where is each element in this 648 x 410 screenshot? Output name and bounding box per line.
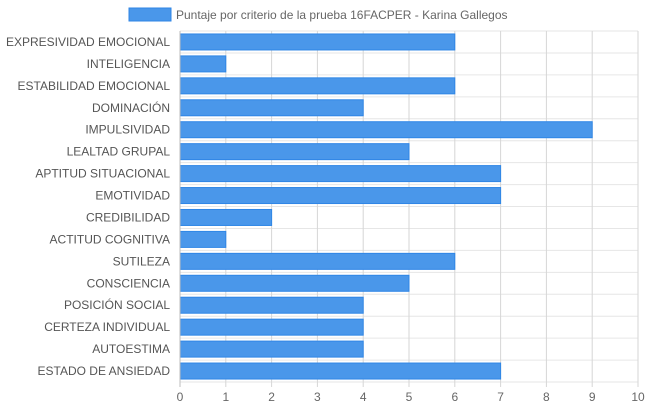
category-label: CONSCIENCIA (87, 276, 170, 290)
x-tick-labels: 0 1 2 3 4 5 6 7 8 9 10 (177, 390, 645, 404)
category-label: POSICIÓN SOCIAL (64, 297, 170, 312)
x-tick-label: 5 (406, 390, 413, 404)
bar[interactable] (179, 296, 364, 314)
x-tick-label: 7 (497, 390, 504, 404)
legend-swatch (128, 7, 172, 22)
x-tick-label: 0 (177, 390, 184, 404)
x-tick-label: 6 (451, 390, 458, 404)
category-label: DOMINACIÓN (92, 100, 170, 115)
bar[interactable] (179, 77, 456, 95)
bar[interactable] (179, 187, 502, 205)
legend-label: Puntaje por criterio de la prueba 16FACP… (176, 8, 508, 22)
bar[interactable] (179, 55, 227, 73)
category-labels: EXPRESIVIDAD EMOCIONAL INTELIGENCIA ESTABI… (6, 35, 170, 378)
category-label: AUTOESTIMA (92, 342, 170, 356)
category-label: INTELIGENCIA (87, 57, 170, 71)
bar[interactable] (179, 143, 410, 161)
bar[interactable] (179, 362, 502, 380)
x-tick-label: 8 (543, 390, 550, 404)
category-label: ESTADO DE ANSIEDAD (38, 364, 171, 378)
x-tick-label: 3 (314, 390, 321, 404)
bar[interactable] (179, 99, 364, 117)
x-tick-label: 2 (268, 390, 275, 404)
category-label: EXPRESIVIDAD EMOCIONAL (6, 35, 170, 49)
bar[interactable] (179, 208, 273, 226)
category-label: ACTITUD COGNITIVA (50, 232, 170, 246)
bar[interactable] (179, 121, 593, 139)
bars (179, 33, 593, 380)
category-label: APTITUD SITUACIONAL (35, 167, 170, 181)
bar[interactable] (179, 252, 456, 270)
category-label: ESTABILIDAD EMOCIONAL (18, 79, 171, 93)
bar[interactable] (179, 318, 364, 336)
category-label: IMPULSIVIDAD (85, 123, 170, 137)
category-label: LEALTAD GRUPAL (67, 145, 171, 159)
bar[interactable] (179, 165, 502, 183)
x-tick-label: 9 (589, 390, 596, 404)
legend[interactable]: Puntaje por criterio de la prueba 16FACP… (128, 7, 508, 22)
bar[interactable] (179, 33, 456, 51)
x-tick-label: 4 (360, 390, 367, 404)
x-tick-label: 10 (631, 390, 645, 404)
x-tick-label: 1 (222, 390, 229, 404)
bar[interactable] (179, 230, 227, 248)
category-label: SUTILEZA (113, 254, 170, 268)
category-label: CREDIBILIDAD (86, 210, 170, 224)
bar[interactable] (179, 274, 410, 292)
bar[interactable] (179, 340, 364, 358)
category-label: EMOTIVIDAD (95, 189, 170, 203)
category-label: CERTEZA INDIVIDUAL (44, 320, 170, 334)
